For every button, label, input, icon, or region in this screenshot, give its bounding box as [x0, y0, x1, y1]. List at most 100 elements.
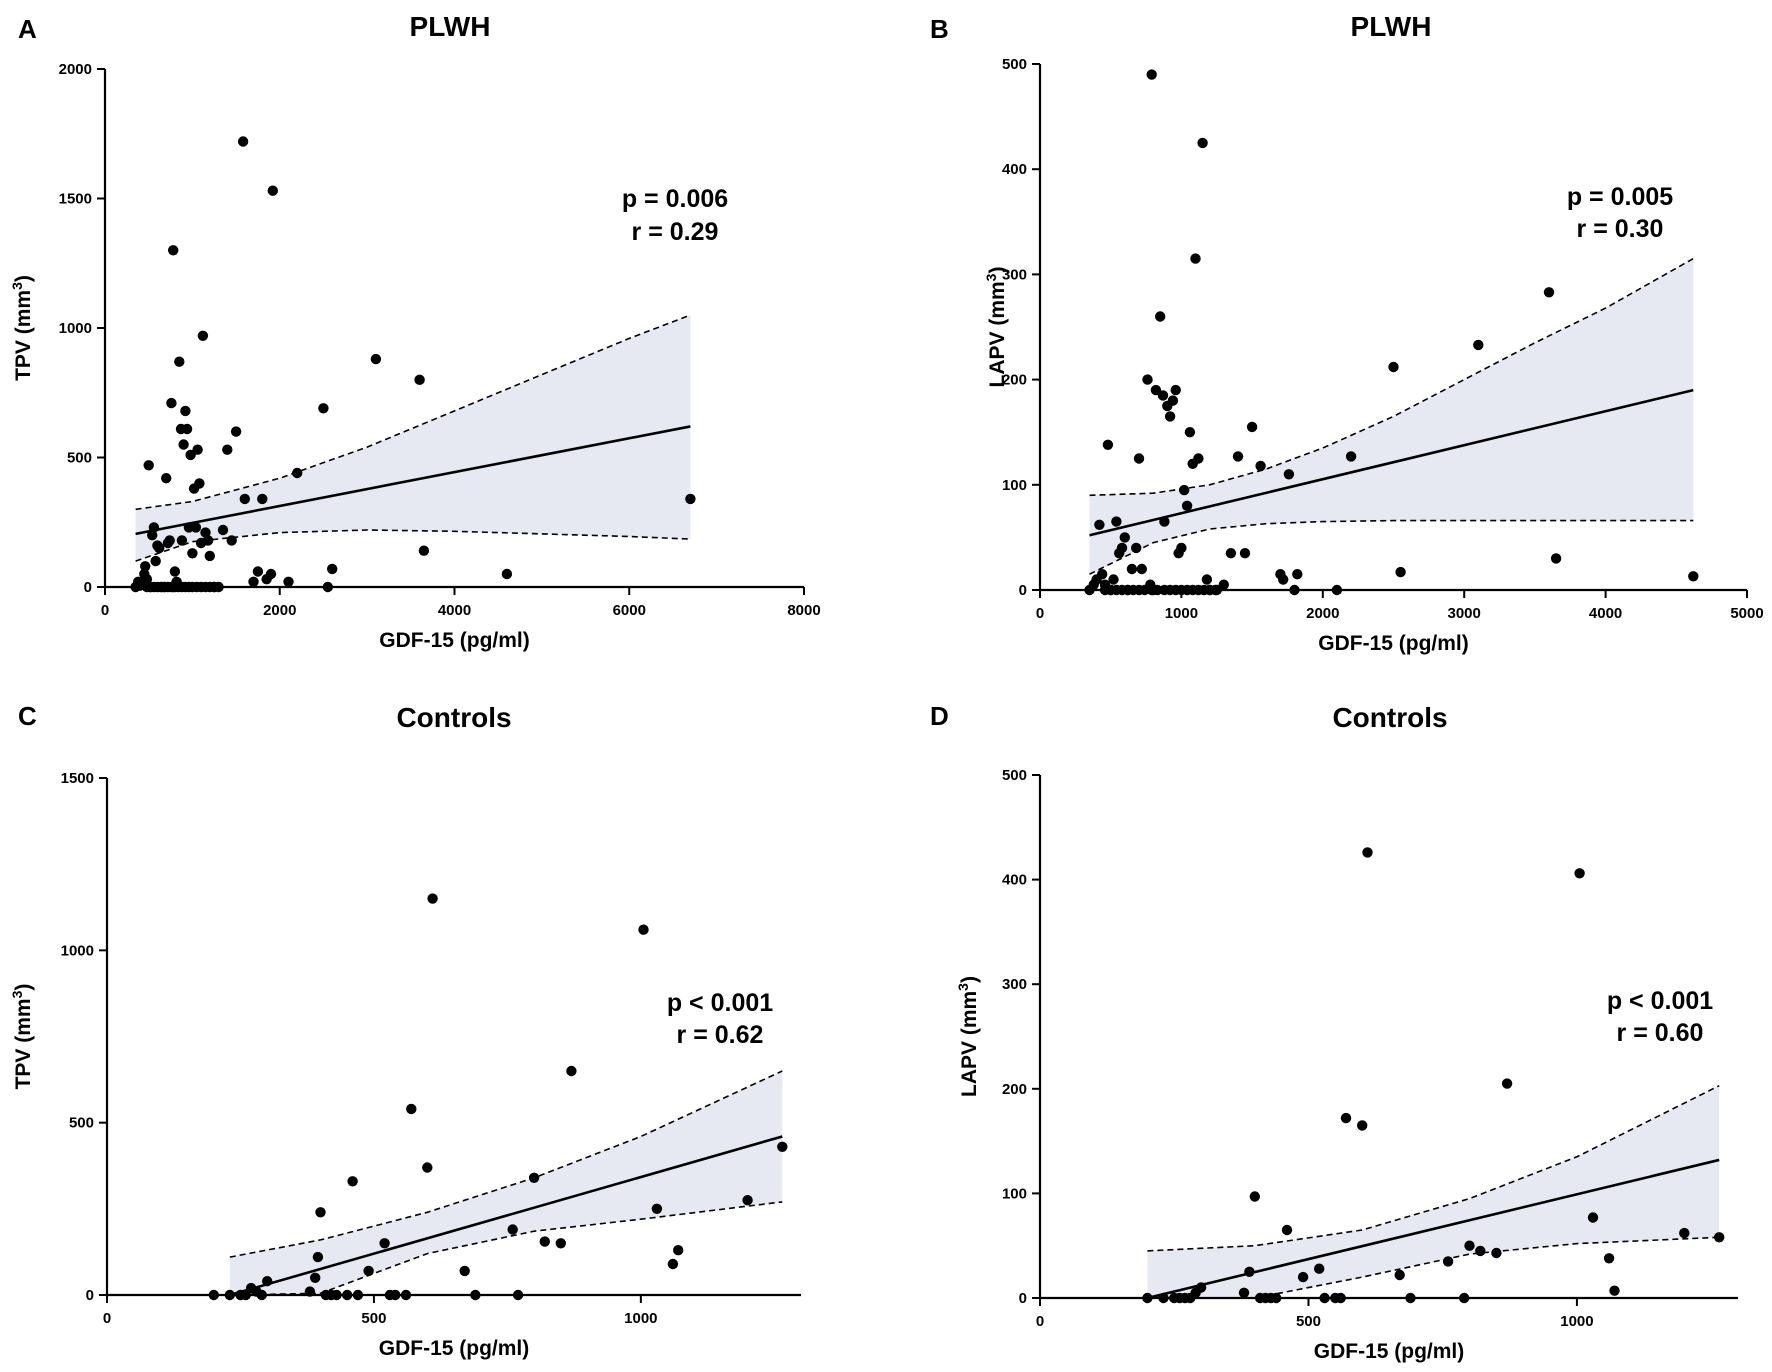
data-point [1603, 1253, 1615, 1264]
y-axis-label-b: LAPV (mm3) [983, 267, 1009, 388]
data-point [1297, 1271, 1309, 1283]
data-point [257, 493, 268, 505]
data-point [459, 1265, 470, 1277]
data-point [414, 374, 425, 385]
data-point [140, 561, 151, 572]
p-value-a: p = 0.006 [622, 185, 728, 213]
y-axis-label-superscript: 3 [9, 990, 25, 998]
p-value-b: p = 0.005 [1567, 183, 1673, 211]
data-point [1394, 1269, 1405, 1281]
data-point [1609, 1285, 1620, 1296]
data-point [1357, 1120, 1368, 1131]
data-point [1155, 311, 1166, 322]
data-point [1255, 460, 1266, 472]
data-point [141, 574, 153, 585]
y-tick-label: 500 [1002, 767, 1027, 784]
data-point [1574, 868, 1585, 879]
y-axis-label-a: TPV (mm3) [9, 275, 35, 381]
data-point [315, 1207, 326, 1218]
y-axis-label-text: TPV (mm [12, 290, 35, 381]
y-axis-label-text: LAPV (mm [958, 991, 981, 1097]
data-point [1136, 563, 1148, 575]
data-point [154, 542, 165, 554]
panel-letter-a: A [18, 14, 37, 44]
data-point [1102, 439, 1114, 450]
data-point [667, 1258, 679, 1270]
data-point [1395, 566, 1406, 578]
data-point [1116, 542, 1128, 554]
data-point [1133, 453, 1145, 464]
data-point [237, 136, 249, 147]
data-point [1225, 548, 1237, 559]
data-point [1201, 574, 1213, 585]
ci-lower-b [1089, 519, 1694, 575]
x-tick-label: 6000 [613, 602, 646, 619]
data-point [1473, 339, 1484, 351]
x-axis-label-d: GDF-15 (pg/ml) [1314, 1340, 1465, 1363]
y-tick-label: 100 [1002, 477, 1027, 494]
y-axis-label-end: ) [12, 984, 35, 991]
data-point [1108, 574, 1119, 585]
confidence-band-d [1147, 1085, 1720, 1298]
r-value-b: r = 0.30 [1577, 215, 1664, 243]
y-tick-label: 1000 [59, 320, 92, 337]
panel-d: 0 500 1000 0 100 200 300 400 500 D Controls GDF-15 … [930, 701, 1738, 1363]
data-point [1688, 571, 1699, 582]
confidence-band-c [229, 1071, 783, 1295]
data-point [1097, 569, 1108, 580]
data-point [363, 1265, 374, 1277]
x-axis-label-b: GDF-15 (pg/ml) [1318, 632, 1469, 655]
data-point [169, 566, 181, 577]
data-point [673, 1245, 684, 1256]
y-axis-label-d: LAPV (mm3) [955, 976, 981, 1097]
data-point [204, 550, 215, 562]
y-axis-label-superscript: 3 [983, 273, 999, 281]
x-tick-label: 4000 [1589, 605, 1622, 622]
data-point [190, 522, 202, 533]
data-point [1543, 287, 1555, 298]
y-tick-label: 500 [67, 450, 92, 467]
y-tick-label: 200 [1002, 372, 1027, 389]
data-point [1244, 1266, 1255, 1278]
x-axis-label-c: GDF-15 (pg/ml) [379, 1337, 530, 1360]
y-tick-label: 300 [1002, 266, 1027, 283]
data-point [1475, 1245, 1486, 1257]
regression-line-c [229, 1135, 783, 1297]
y-axis-label-c: TPV (mm3) [9, 984, 35, 1090]
data-point [638, 924, 649, 935]
y-axis-label-text: TPV (mm [12, 998, 35, 1089]
y-tick-label: 1500 [61, 770, 94, 787]
data-point [1442, 1256, 1454, 1267]
data-point [318, 403, 329, 414]
data-point [1491, 1247, 1502, 1259]
data-point [1119, 532, 1131, 543]
data-point [252, 566, 264, 577]
x-tick-label: 500 [1296, 1313, 1321, 1330]
data-point [507, 1224, 518, 1235]
data-point [164, 535, 175, 546]
y-tick-label: 200 [1002, 1081, 1027, 1098]
y-axis-label-superscript: 3 [9, 282, 25, 290]
x-tick-label: 3000 [1448, 605, 1481, 622]
data-point [1094, 519, 1105, 530]
data-point [379, 1238, 390, 1249]
regression-line-a [135, 425, 691, 536]
y-tick-label: 0 [1019, 582, 1027, 599]
y-axis-label-text: LAPV (mm [986, 281, 1009, 387]
data-point [202, 535, 214, 546]
x-tick-label: 4000 [438, 602, 471, 619]
data-point [1246, 421, 1258, 433]
data-point [187, 548, 198, 559]
data-point [555, 1238, 566, 1249]
data-point [166, 397, 177, 409]
r-value-a: r = 0.29 [632, 218, 719, 246]
data-point [1249, 1191, 1261, 1202]
data-point [566, 1065, 577, 1077]
data-point [181, 423, 193, 435]
y-tick-label: 1000 [61, 942, 94, 959]
data-point [427, 893, 438, 904]
data-point [283, 576, 294, 587]
data-point [1362, 847, 1373, 858]
data-point [370, 353, 382, 365]
